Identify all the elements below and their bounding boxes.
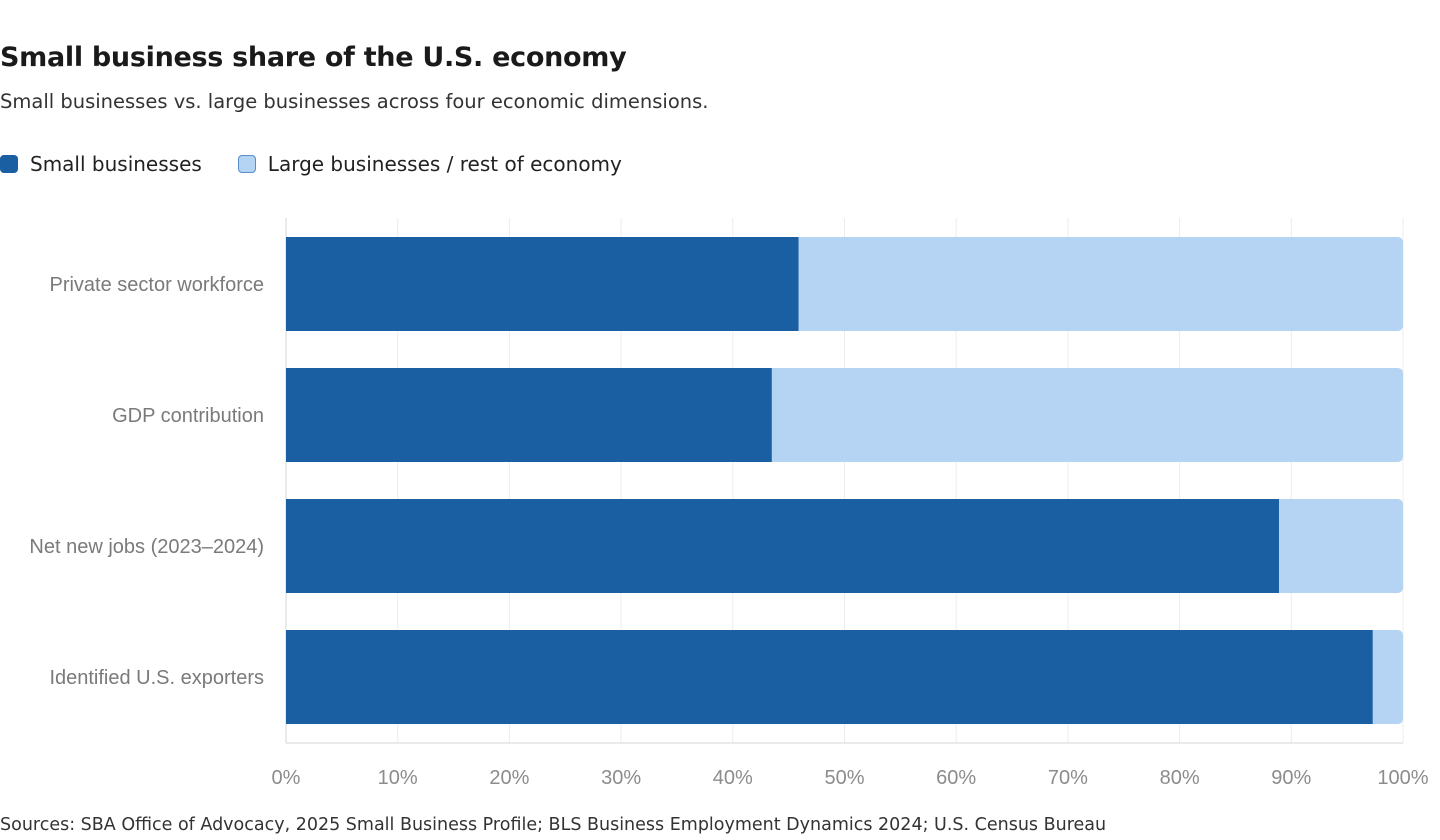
- x-tick-label: 10%: [378, 767, 418, 789]
- legend: Small businesses Large businesses / rest…: [0, 152, 658, 176]
- category-label: Identified U.S. exporters: [49, 667, 264, 689]
- bar-segment-small: [286, 237, 799, 331]
- bar-segment-small: [286, 499, 1280, 593]
- legend-swatch-small: [0, 155, 18, 173]
- category-label: GDP contribution: [112, 405, 264, 427]
- x-tick-label: 0%: [272, 767, 301, 789]
- x-tick-label: 100%: [1377, 767, 1428, 789]
- category-label: Private sector workforce: [49, 274, 264, 296]
- legend-label-small: Small businesses: [30, 152, 202, 176]
- chart-subtitle: Small businesses vs. large businesses ac…: [0, 90, 709, 113]
- legend-item-small[interactable]: Small businesses: [0, 152, 202, 176]
- bar-segment-large: [771, 368, 1403, 462]
- bar-segment-large: [798, 237, 1403, 331]
- source-note: Sources: SBA Office of Advocacy, 2025 Sm…: [0, 815, 1107, 835]
- chart-title: Small business share of the U.S. economy: [0, 42, 627, 73]
- stacked-bar-chart: Private sector workforce GDP contribution…: [29, 218, 1429, 789]
- x-tick-label: 80%: [1160, 767, 1200, 789]
- category-label: Net new jobs (2023–2024): [29, 536, 264, 558]
- legend-label-large: Large businesses / rest of economy: [267, 152, 622, 176]
- x-tick-label: 30%: [601, 767, 641, 789]
- bar-segment-small: [286, 630, 1373, 724]
- x-tick-label: 60%: [936, 767, 976, 789]
- bar-segment-large: [1279, 499, 1403, 593]
- bar-segment-small: [286, 368, 772, 462]
- x-tick-label: 50%: [824, 767, 864, 789]
- x-tick-label: 90%: [1271, 767, 1311, 789]
- x-tick-label: 70%: [1048, 767, 1088, 789]
- bar-segment-large: [1372, 630, 1403, 724]
- x-tick-label: 40%: [713, 767, 753, 789]
- x-tick-label: 20%: [489, 767, 529, 789]
- legend-swatch-large: [237, 155, 256, 173]
- legend-item-large[interactable]: Large businesses / rest of economy: [237, 152, 622, 176]
